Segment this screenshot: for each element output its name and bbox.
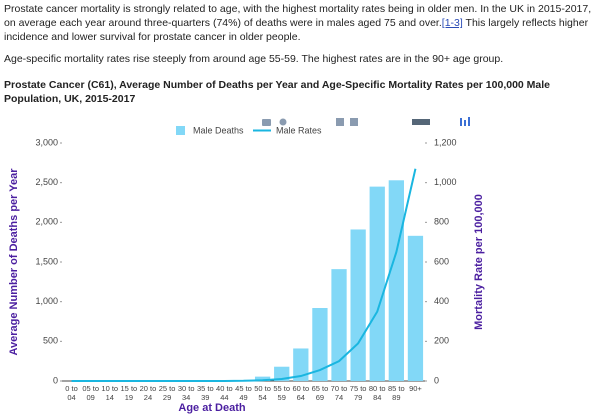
y-axis-title: Average Number of Deaths per Year	[8, 168, 20, 356]
y2-tick-label: 800	[434, 217, 449, 227]
bar	[331, 269, 347, 381]
intro-text: This largely reflects higher incidence a…	[4, 17, 589, 43]
y-tick-label: 500	[43, 336, 58, 346]
y-tick-label: 1,000	[35, 296, 58, 306]
bar	[293, 348, 309, 381]
x-tick-label: 05 to 09	[82, 384, 99, 402]
bar	[407, 235, 424, 381]
x-tick-label: 75 to 79	[349, 384, 367, 402]
bar	[254, 376, 271, 381]
y2-tick-label: 400	[434, 296, 449, 306]
toolbar[interactable]	[262, 117, 470, 126]
bar	[350, 229, 366, 381]
y2-tick-label: 600	[434, 256, 449, 266]
x-tick-label: 30 to 34	[177, 384, 195, 402]
intro-text: Prostate cancer mortality is strongly re…	[4, 3, 592, 29]
y-tick-label: 2,500	[35, 177, 58, 187]
x-tick-label: 65 to 69	[311, 384, 329, 402]
x-tick-label: 80 to 84	[368, 384, 386, 402]
chart-title: Prostate Cancer (C61), Average Number of…	[4, 79, 551, 105]
y2-tick-label: 1,200	[434, 137, 457, 147]
x-tick-label: 20 to 24	[139, 384, 157, 402]
y2-tick-label: 0	[434, 375, 439, 385]
bar	[369, 186, 385, 381]
legend-label: Male Rates	[276, 125, 322, 135]
y-tick-label: 1,500	[35, 256, 58, 266]
x-tick-label: 85 to 89	[387, 384, 405, 402]
y-tick-label: 3,000	[35, 137, 58, 147]
x-tick-label: 45 to 49	[235, 384, 252, 402]
x-tick-label: 0 to 04	[65, 384, 78, 402]
legend-swatch	[176, 126, 185, 135]
intro: Prostate cancer mortality is strongly re…	[4, 2, 594, 44]
y2-tick-label: 1,000	[434, 177, 457, 187]
y2-tick-label: 200	[434, 336, 449, 346]
x-tick-label: 35 to 39	[196, 384, 214, 402]
x-tick-label: 60 to 64	[292, 384, 310, 402]
x-tick-label: 55 to 59	[273, 384, 291, 402]
x-axis-title: Age at Death	[178, 402, 246, 414]
x-tick-label: 10 to 14	[101, 384, 119, 402]
x-tick-label: 25 to 29	[158, 384, 176, 402]
x-tick-label: 15 to 19	[120, 384, 138, 402]
x-tick-label: 70 to 74	[330, 384, 348, 402]
y-tick-label: 0	[53, 375, 58, 385]
x-tick-label: 50 to 54	[254, 384, 271, 402]
bar	[312, 308, 328, 381]
y-tick-label: 2,000	[35, 217, 58, 227]
bar	[388, 180, 404, 381]
x-tick-label: 90+	[409, 384, 422, 393]
paragraph: Age-specific mortality rates rise steepl…	[4, 53, 504, 65]
legend-label: Male Deaths	[193, 125, 244, 135]
line	[71, 168, 417, 382]
y2-axis-title: Mortality Rate per 100,000	[473, 194, 485, 330]
x-tick-label: 40 to 44	[216, 384, 233, 402]
reference-link[interactable]: [1-3]	[441, 17, 463, 29]
